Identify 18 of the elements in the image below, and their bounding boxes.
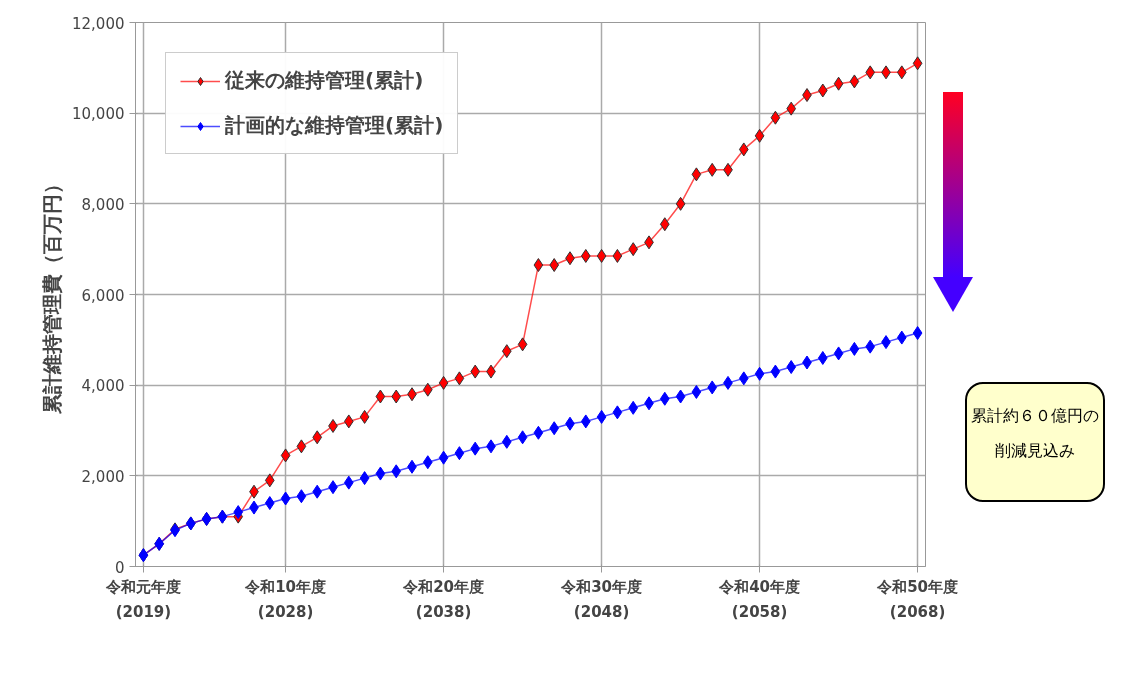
y-tick-label: 6,000 bbox=[81, 286, 125, 305]
y-tick-label: 0 bbox=[114, 558, 125, 577]
text: 削減見込み bbox=[995, 441, 1075, 461]
y-tick-label: 8,000 bbox=[81, 195, 125, 214]
text: 累計約６０億円の bbox=[971, 406, 1099, 425]
x-tick-label: 令和30年度(2048) bbox=[560, 577, 643, 621]
x-tick-label: 令和10年度(2028) bbox=[244, 577, 327, 621]
x-tick-label: 令和元年度(2019) bbox=[104, 577, 181, 621]
x-tick-label: 令和40年度(2058) bbox=[718, 577, 801, 621]
y-tick-label: 10,000 bbox=[72, 105, 125, 124]
y-axis-title: 累計維持管理費（百万円） bbox=[40, 174, 65, 416]
x-tick-label: 令和50年度(2068) bbox=[876, 577, 959, 621]
y-tick-label: 12,000 bbox=[72, 14, 125, 33]
legend-label: 従来の維持管理(累計) bbox=[225, 67, 424, 94]
x-tick-label: 令和20年度(2038) bbox=[402, 577, 485, 621]
legend-label: 計画的な維持管理(累計) bbox=[225, 112, 444, 139]
y-tick-label: 2,000 bbox=[81, 467, 125, 486]
y-tick-label: 4,000 bbox=[81, 377, 125, 396]
